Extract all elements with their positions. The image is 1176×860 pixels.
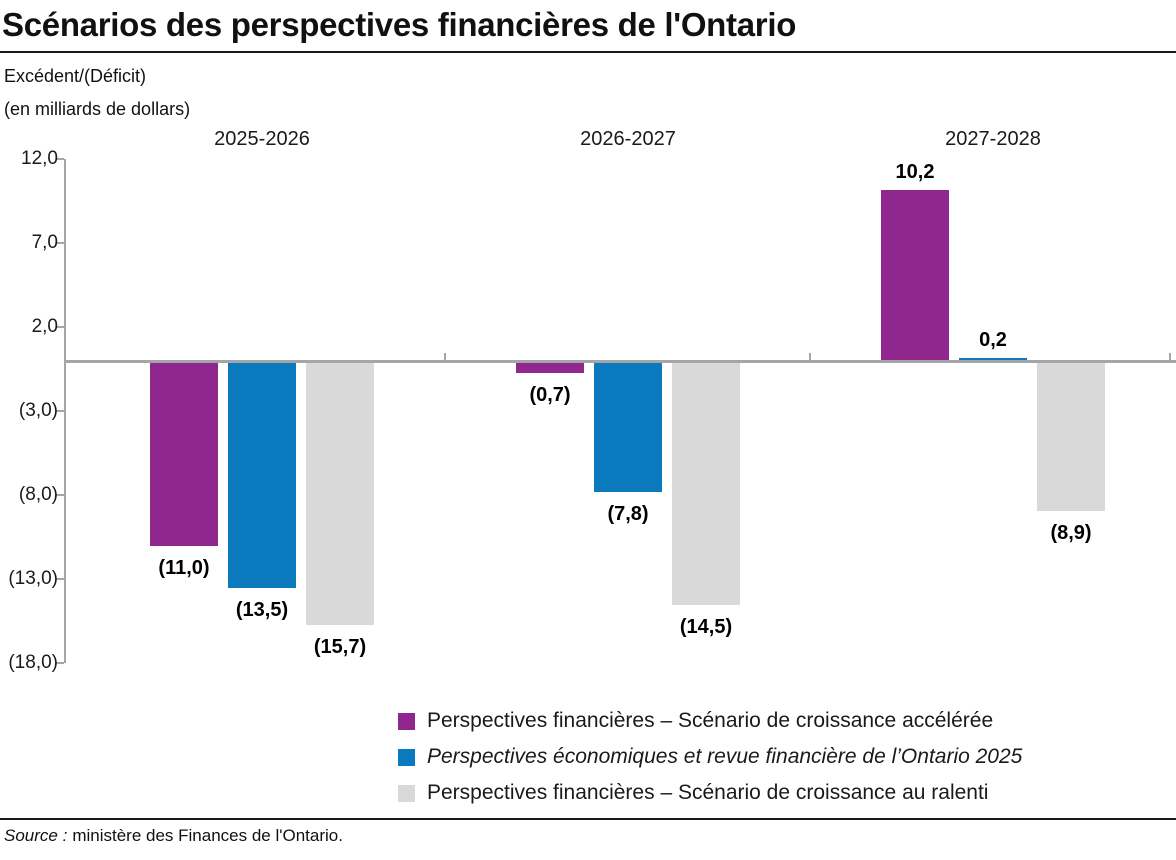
y-axis-tick [56,410,64,413]
y-axis-tick [56,242,64,245]
y-axis-tick-label: (18,0) [8,652,58,674]
page-title: Scénarios des perspectives financières d… [2,6,797,43]
bar-label-croissance-ralenti-2025-2026: (15,7) [313,635,367,658]
legend: Perspectives financières – Scénario de c… [398,703,1022,811]
bar-label-perspectives-2025-2027-2028: 0,2 [979,328,1007,351]
source-line: Source : ministère des Finances de l'Onta… [4,826,343,846]
y-axis-tick-label: 12,0 [21,148,58,170]
legend-label: Perspectives financières – Scénario de c… [427,781,989,804]
category-label-2025-2026: 2025-2026 [214,128,310,150]
bar-label-croissance-acceleree-2025-2026: (11,0) [158,556,210,579]
bar-label-croissance-acceleree-2027-2028: 10,2 [895,160,935,183]
bar-croissance-ralenti-2027-2028 [1037,361,1105,511]
legend-label: Perspectives économiques et revue financ… [427,745,1023,768]
bar-croissance-acceleree-2025-2026 [150,361,218,546]
legend-label: Perspectives financières – Scénario de c… [427,709,994,732]
legend-swatch-gray-icon [398,784,415,802]
bar-perspectives-2025-2025-2026 [228,361,296,588]
bar-label-perspectives-2025-2026-2027: (7,8) [607,503,649,526]
bar-label-croissance-ralenti-2026-2027: (14,5) [679,615,733,638]
bar-croissance-acceleree-2026-2027 [516,361,584,373]
source-text: ministère des Finances de l'Ontario. [72,826,343,845]
y-axis-tick-label: (8,0) [18,484,58,506]
source-rule [0,818,1176,820]
bar-croissance-acceleree-2027-2028 [881,189,949,361]
y-axis-line [64,159,66,664]
source-label: Source : [4,826,68,845]
y-axis-title-line1: Excédent/(Déficit) [4,66,147,86]
y-axis-tick-label: 2,0 [31,316,58,338]
bar-perspectives-2025-2026-2027 [594,361,662,493]
x-axis-tick [444,353,446,360]
y-axis-tick-label: 7,0 [31,232,58,254]
x-axis-tick [1169,353,1171,360]
bar-croissance-ralenti-2025-2026 [306,361,374,625]
y-axis-tick [56,578,64,581]
x-axis-line [64,360,1176,363]
y-axis-tick [56,326,64,329]
legend-swatch-blue-icon [398,748,415,766]
legend-swatch-purple-icon [398,712,415,730]
y-axis-tick-label: (3,0) [18,400,58,422]
bar-perspectives-2025-2027-2028 [959,357,1027,361]
x-axis-tick [809,353,811,360]
bar-croissance-ralenti-2026-2027 [672,361,740,605]
legend-item-croissance-ralenti: Perspectives financières – Scénario de c… [398,775,1022,811]
category-label-2026-2027: 2026-2027 [580,128,676,150]
y-axis-tick [56,494,64,497]
y-axis-tick [56,662,64,665]
bar-label-croissance-acceleree-2026-2027: (0,7) [529,383,571,406]
bar-label-croissance-ralenti-2027-2028: (8,9) [1050,521,1092,544]
legend-item-croissance-acceleree: Perspectives financières – Scénario de c… [398,703,1022,739]
category-label-2027-2028: 2027-2028 [945,128,1041,150]
y-axis-tick-label: (13,0) [8,568,58,590]
y-axis-title-line2: (en milliards de dollars) [4,99,191,119]
bar-label-perspectives-2025-2025-2026: (13,5) [235,598,289,621]
legend-item-perspectives-2025: Perspectives économiques et revue financ… [398,739,1022,775]
y-axis-tick [56,158,64,161]
title-rule [0,51,1176,53]
